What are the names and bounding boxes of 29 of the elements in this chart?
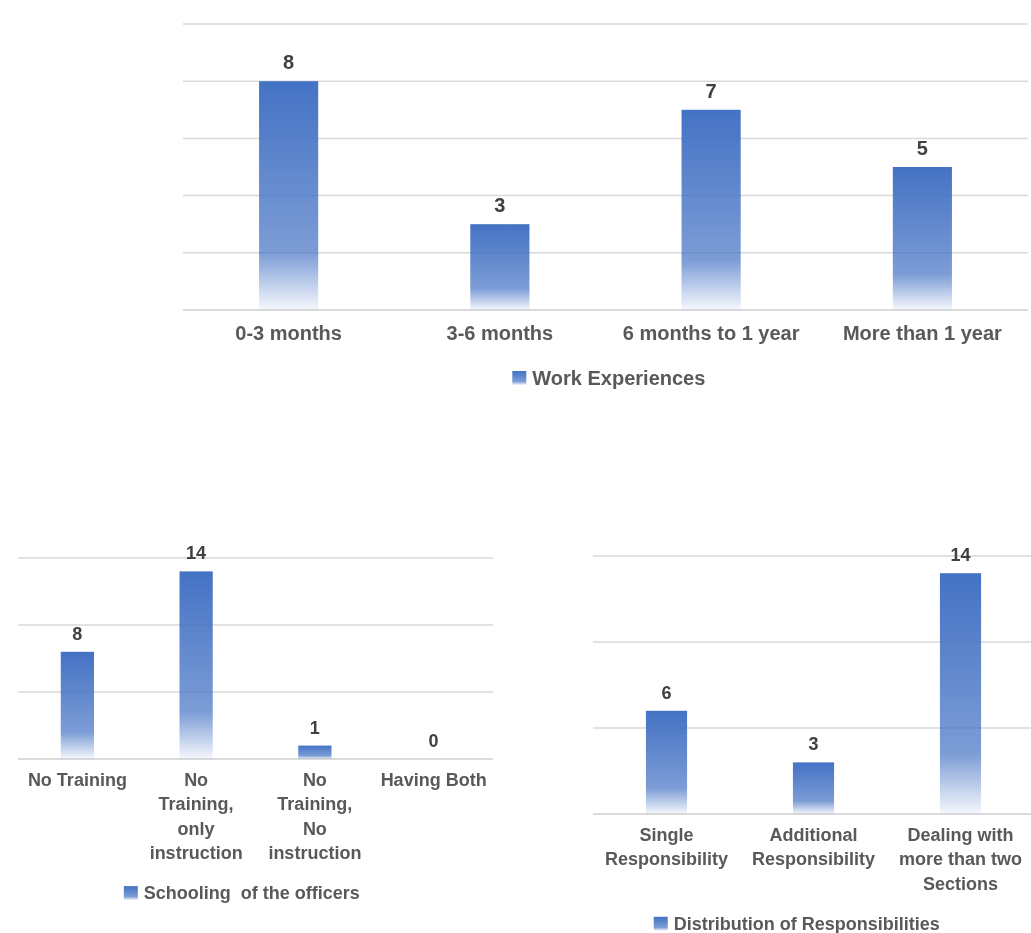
x-tick-label: No Training, only instruction [149,770,243,863]
bar [470,224,530,310]
x-tick-label: Additional Responsibility [751,825,876,870]
x-tick-label: More than 1 year [842,322,1003,344]
x-tick-label: No Training [27,770,127,790]
data-label: 14 [950,545,971,566]
x-tick-label: 6 months to 1 year [622,322,800,344]
x-tick-label: 3-6 months [446,322,554,344]
x-tick-label: Dealing with more than two Sections [898,825,1023,894]
legend-label: Schooling of the officers [143,883,360,904]
x-tick-label: Single Responsibility [604,825,729,870]
x-tick-label: 0-3 months [235,322,342,344]
x-tick-label: Having Both [380,770,487,790]
data-label: 3 [808,734,819,755]
legend-label: Distribution of Responsibilities [673,914,940,933]
x-tick-label: No Training, No instruction [268,770,362,863]
data-label: 3 [494,194,506,217]
data-label: 14 [186,543,207,564]
bar [259,81,319,310]
data-label: 8 [283,51,295,74]
data-label: 5 [916,137,928,159]
legend-label: Work Experiences [532,367,706,389]
bar [892,167,952,310]
bar [681,109,741,310]
data-label: 1 [309,717,320,738]
data-label: 6 [661,682,672,703]
data-label: 8 [72,623,83,644]
data-label: 7 [705,79,717,102]
data-label: 0 [428,731,439,751]
